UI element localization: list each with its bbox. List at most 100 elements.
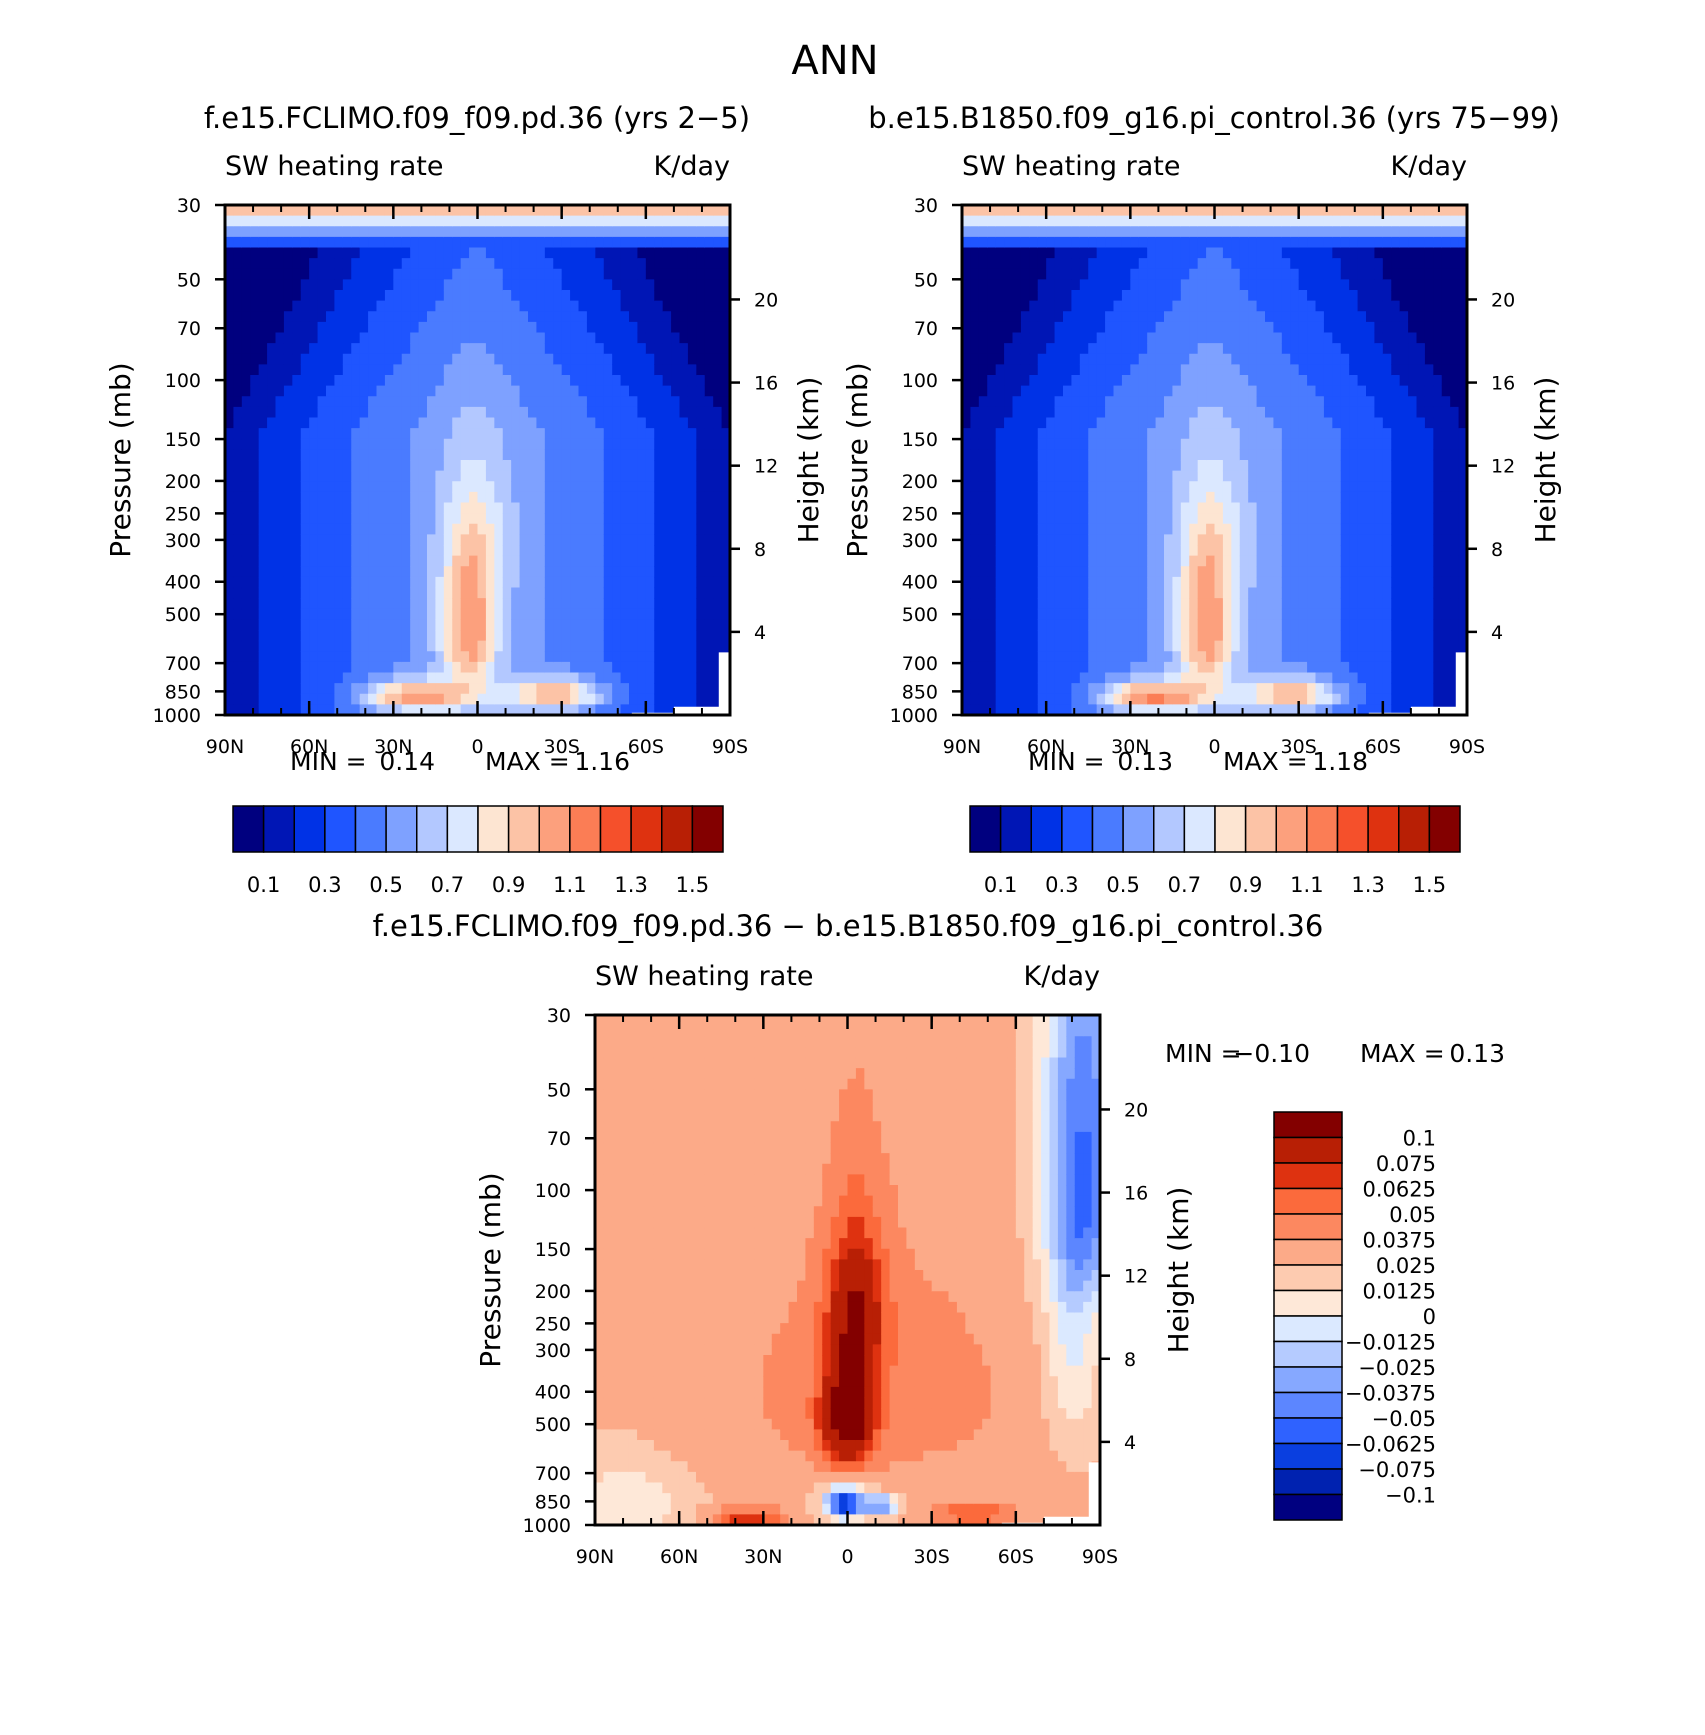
field-cell (1020, 470, 1030, 482)
field-cell (629, 353, 639, 365)
field-cell (1298, 449, 1308, 461)
field-cell (629, 555, 639, 567)
field-cell (452, 385, 462, 397)
field-cell (502, 375, 512, 387)
field-cell (1138, 598, 1148, 610)
field-cell (309, 375, 319, 387)
field-cell (1113, 704, 1123, 716)
field-cell (978, 598, 988, 610)
field-cell (570, 587, 580, 599)
field-cell (1105, 449, 1115, 461)
field-cell (359, 396, 369, 408)
field-cell (1197, 300, 1207, 312)
field-cell (376, 587, 386, 599)
field-cell (1248, 704, 1258, 716)
field-cell (292, 332, 302, 344)
field-cell (1121, 619, 1131, 631)
field-cell (351, 449, 361, 461)
field-cell (241, 587, 251, 599)
field-cell (225, 247, 235, 259)
field-cell (595, 406, 605, 419)
field-cell (612, 268, 622, 280)
field-cell (410, 428, 420, 440)
field-cell (603, 545, 613, 557)
field-cell (452, 226, 462, 238)
field-cell (995, 661, 1005, 674)
field-cell (1197, 236, 1207, 249)
field-cell (1214, 279, 1224, 291)
field-cell (1105, 683, 1115, 695)
field-cell (586, 661, 596, 674)
field-cell (384, 364, 394, 376)
field-cell (713, 672, 723, 684)
field-cell (1197, 343, 1207, 355)
field-cell (334, 619, 344, 631)
field-cell (645, 693, 655, 705)
field-cell (485, 661, 495, 674)
field-cell (1273, 513, 1283, 525)
field-cell (334, 417, 344, 429)
field-cell (267, 311, 277, 323)
field-cell (241, 683, 251, 695)
field-cell (1121, 502, 1131, 514)
field-cell (1180, 598, 1190, 610)
field-cell (494, 566, 504, 578)
field-cell (595, 215, 605, 227)
field-cell (233, 598, 243, 610)
field-cell (536, 332, 546, 344)
field-cell (1273, 375, 1283, 387)
field-cell (376, 205, 386, 217)
field-cell (351, 247, 361, 259)
field-cell (637, 428, 647, 440)
field-cell (578, 481, 588, 493)
field-cell (1239, 226, 1249, 238)
field-cell (494, 491, 504, 504)
field-cell (620, 683, 630, 695)
field-cell (334, 704, 344, 716)
field-cell (1088, 672, 1098, 684)
field-cell (987, 566, 997, 578)
field-cell (586, 311, 596, 323)
field-cell (1105, 630, 1115, 642)
field-cell (1063, 566, 1073, 578)
field-cell (519, 236, 529, 249)
field-cell (384, 683, 394, 695)
field-cell (544, 215, 554, 227)
field-cell (300, 481, 310, 493)
field-cell (292, 683, 302, 695)
field-cell (317, 545, 327, 557)
field-cell (1307, 279, 1317, 291)
field-cell (1206, 215, 1216, 227)
field-cell (679, 651, 689, 663)
field-cell (1273, 449, 1283, 461)
field-cell (1113, 438, 1123, 450)
field-cell (1273, 258, 1283, 270)
field-cell (452, 364, 462, 376)
field-cell (1231, 332, 1241, 344)
field-cell (544, 555, 554, 567)
field-cell (1029, 268, 1039, 280)
field-cell (1063, 375, 1073, 387)
field-cell (443, 640, 453, 652)
field-cell (452, 279, 462, 291)
field-cell (620, 236, 630, 249)
field-cell (300, 321, 310, 334)
field-cell (687, 619, 697, 631)
field-cell (233, 555, 243, 567)
field-cell (241, 258, 251, 270)
field-cell (359, 566, 369, 578)
field-cell (1164, 481, 1174, 493)
field-cell (368, 279, 378, 291)
field-cell (511, 693, 521, 705)
field-cell (662, 566, 672, 578)
field-cell (1121, 693, 1131, 705)
field-cell (1121, 311, 1131, 323)
field-cell (283, 332, 293, 344)
field-cell (687, 608, 697, 620)
field-cell (1180, 470, 1190, 482)
field-cell (435, 258, 445, 270)
field-cell (1029, 619, 1039, 631)
field-cell (1130, 300, 1140, 312)
field-cell (384, 460, 394, 472)
field-cell (612, 651, 622, 663)
